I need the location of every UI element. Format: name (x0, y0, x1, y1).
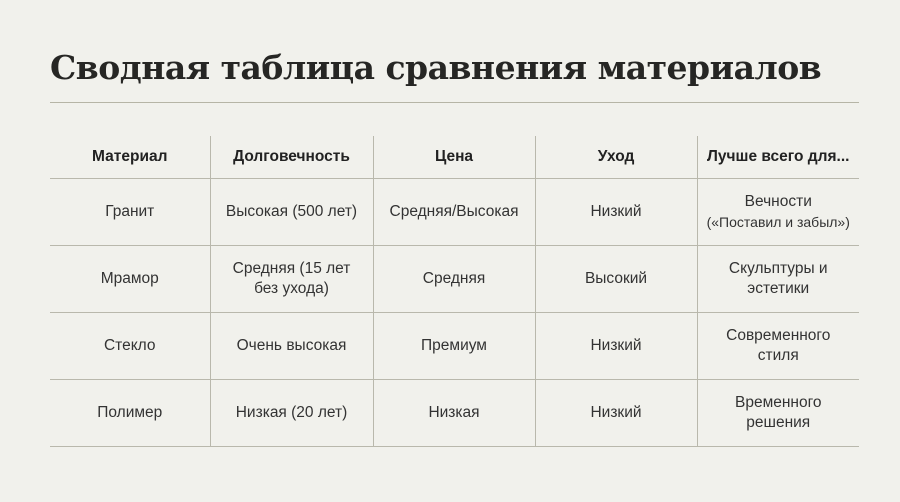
cell-durability: Высокая (500 лет) (209, 178, 373, 246)
cell-price: Низкая (372, 379, 535, 447)
cell-price: Средняя/Высокая (372, 178, 535, 246)
cell-material: Мрамор (50, 245, 210, 313)
title-divider (50, 102, 859, 103)
best-for-text: Временного решения (734, 394, 822, 431)
cell-material: Полимер (50, 379, 210, 447)
table-row: Стекло Очень высокая Премиум Низкий Совр… (50, 312, 859, 380)
table-row: Полимер Низкая (20 лет) Низкая Низкий Вр… (50, 379, 859, 447)
page-title: Сводная таблица сравнения материалов (50, 48, 822, 87)
cell-material: Гранит (50, 178, 210, 246)
table-header-row: Материал Долговечность Цена Уход Лучше в… (50, 136, 859, 179)
cell-care: Низкий (534, 312, 697, 380)
best-for-text: Современного стиля (726, 327, 831, 364)
cell-durability: Низкая (20 лет) (209, 379, 373, 447)
cell-care: Низкий (534, 178, 697, 246)
cell-care: Низкий (534, 379, 697, 447)
best-for-text: Скульптуры и эстетики (728, 260, 828, 297)
header-price: Цена (372, 136, 535, 179)
header-durability: Долговечность (209, 136, 373, 179)
cell-durability: Средняя (15 лет без ухода) (209, 245, 373, 313)
cell-price: Средняя (372, 245, 535, 313)
table-row: Гранит Высокая (500 лет) Средняя/Высокая… (50, 178, 859, 246)
cell-material: Стекло (50, 312, 210, 380)
header-best-for: Лучше всего для... (696, 136, 859, 179)
cell-care: Высокий (534, 245, 697, 313)
best-for-text: Вечности (744, 193, 812, 210)
cell-best-for: Скульптуры и эстетики (696, 245, 859, 313)
comparison-table: Материал Долговечность Цена Уход Лучше в… (50, 136, 859, 447)
header-care: Уход (534, 136, 697, 179)
cell-best-for: Временного решения (696, 379, 859, 447)
best-for-note: («Поставил и забыл») (706, 214, 850, 230)
cell-best-for: Современного стиля (696, 312, 859, 380)
cell-best-for: Вечности («Поставил и забыл») (696, 178, 859, 246)
cell-durability: Очень высокая (209, 312, 373, 380)
table-row: Мрамор Средняя (15 лет без ухода) Средня… (50, 245, 859, 313)
header-material: Материал (50, 136, 210, 179)
cell-price: Премиум (372, 312, 535, 380)
durability-text: Средняя (15 лет без ухода) (232, 260, 351, 297)
